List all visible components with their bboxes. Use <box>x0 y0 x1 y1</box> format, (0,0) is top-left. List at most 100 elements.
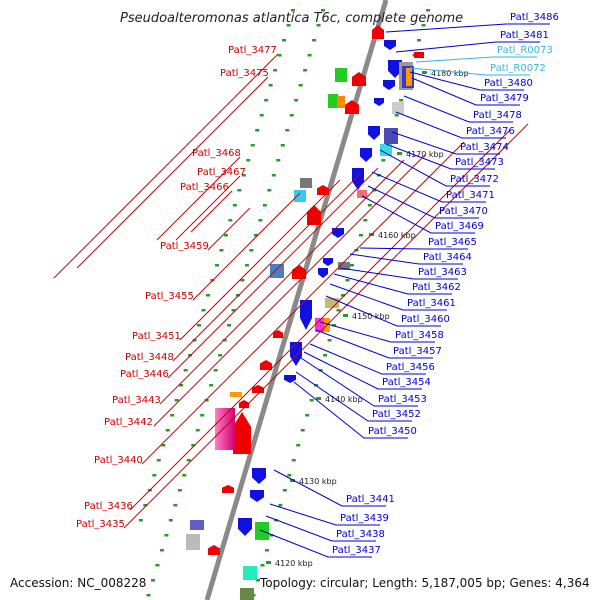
feature-block <box>337 96 345 108</box>
leader-line <box>385 143 495 170</box>
guide-dot <box>168 519 173 522</box>
tick-mark <box>316 397 321 400</box>
guide-dot <box>303 69 308 72</box>
guide-dot <box>294 99 299 102</box>
feature-reverse <box>300 300 312 330</box>
feature-forward <box>372 25 384 39</box>
guide-dot <box>260 564 265 567</box>
gene-labels: Patl_3477 Patl_3475 Patl_3468 Patl_3467 Patl… <box>76 12 559 556</box>
guide-dot <box>282 489 287 492</box>
guide-dot <box>253 234 258 237</box>
feature-reverse <box>323 258 333 266</box>
gene-label: Patl_3462 <box>412 282 461 293</box>
gene-label: Patl_R0072 <box>490 63 546 74</box>
leader-line <box>349 253 463 265</box>
leader-line <box>259 529 372 558</box>
guide-dot <box>182 474 187 477</box>
guide-dot <box>143 504 148 507</box>
feature-forward <box>233 412 251 454</box>
gene-label: Patl_3446 <box>120 369 169 380</box>
leader-line <box>359 247 468 250</box>
feature-reverse <box>252 468 266 484</box>
leader-line <box>395 41 540 53</box>
leader-line <box>391 131 500 155</box>
leader-line <box>167 167 379 379</box>
feature-reverse <box>384 40 396 50</box>
leader-line <box>333 273 452 295</box>
guide-dot <box>174 399 179 402</box>
guide-dot <box>213 369 218 372</box>
gene-label: Patl_3475 <box>220 68 269 79</box>
guide-dot <box>305 414 310 417</box>
gene-label: Patl_3443 <box>112 395 161 406</box>
gene-label: Patl_3467 <box>197 167 246 178</box>
guide-dot <box>255 579 260 582</box>
guide-dot <box>227 324 232 327</box>
gene-label: Patl_3452 <box>372 409 421 420</box>
guide-dot <box>173 504 178 507</box>
tick-mark <box>343 314 348 317</box>
gene-label: Patl_3438 <box>336 529 385 540</box>
tick-label: 4180 kbp <box>431 69 469 78</box>
tick-mark <box>422 71 427 74</box>
guide-dot <box>273 69 278 72</box>
guide-dot <box>336 309 341 312</box>
guide-dot <box>321 9 326 12</box>
guide-dot <box>426 9 431 12</box>
feature-block <box>414 52 424 58</box>
guide-dot <box>155 564 160 567</box>
leader-line <box>297 355 418 407</box>
leader-line <box>367 185 479 219</box>
leader-line <box>141 141 465 465</box>
gene-label: Patl_3439 <box>340 513 389 524</box>
guide-dot <box>277 54 282 57</box>
feature-forward <box>345 100 359 114</box>
guide-dot <box>280 144 285 147</box>
feature-forward <box>208 545 220 555</box>
gene-label: Patl_3471 <box>446 190 495 201</box>
guide-dot <box>246 159 251 162</box>
genome-title: Pseudoalteromonas atlantica T6c, complet… <box>120 11 463 26</box>
guide-dot <box>285 129 290 132</box>
gene-label: Patl_3480 <box>484 78 533 89</box>
feature-forward <box>222 485 234 493</box>
feature-block <box>392 102 404 114</box>
feature-forward <box>352 72 366 86</box>
leader-line <box>309 343 426 375</box>
feature-reverse <box>238 518 252 536</box>
gene-label: Patl_3459 <box>160 241 209 252</box>
guide-dot <box>309 399 314 402</box>
gene-label: Patl_3437 <box>332 545 381 556</box>
guide-dot <box>291 9 296 12</box>
leader-line <box>273 469 386 507</box>
leader-line <box>179 179 341 341</box>
guide-dot <box>345 279 350 282</box>
guide-dot <box>206 294 211 297</box>
feature-reverse <box>388 60 402 78</box>
guide-dot <box>244 264 249 267</box>
guide-dot <box>298 84 303 87</box>
feature-block <box>325 298 339 308</box>
feature-block <box>335 68 347 82</box>
guide-dot <box>363 219 368 222</box>
feature-reverse <box>360 148 372 162</box>
topology-text: Topology: circular; Length: 5,187,005 bp… <box>259 576 590 590</box>
guide-dot <box>165 429 170 432</box>
gene-label: Patl_3441 <box>346 494 395 505</box>
guide-dot <box>276 159 281 162</box>
feature-block <box>186 534 200 550</box>
gene-label: Patl_3469 <box>435 221 484 232</box>
leader-line <box>192 192 301 301</box>
gene-label: Patl_3464 <box>423 252 472 263</box>
guide-dot <box>267 189 272 192</box>
gene-label: Patl_3450 <box>368 426 417 437</box>
tick-label: 4140 kbp <box>325 395 363 404</box>
feature-block <box>240 588 254 600</box>
feature-block <box>328 94 338 108</box>
guide-dot <box>358 234 363 237</box>
feature-reverse <box>368 126 380 140</box>
feature-block <box>190 520 204 530</box>
leader-line <box>129 129 511 511</box>
guide-dot <box>161 444 166 447</box>
